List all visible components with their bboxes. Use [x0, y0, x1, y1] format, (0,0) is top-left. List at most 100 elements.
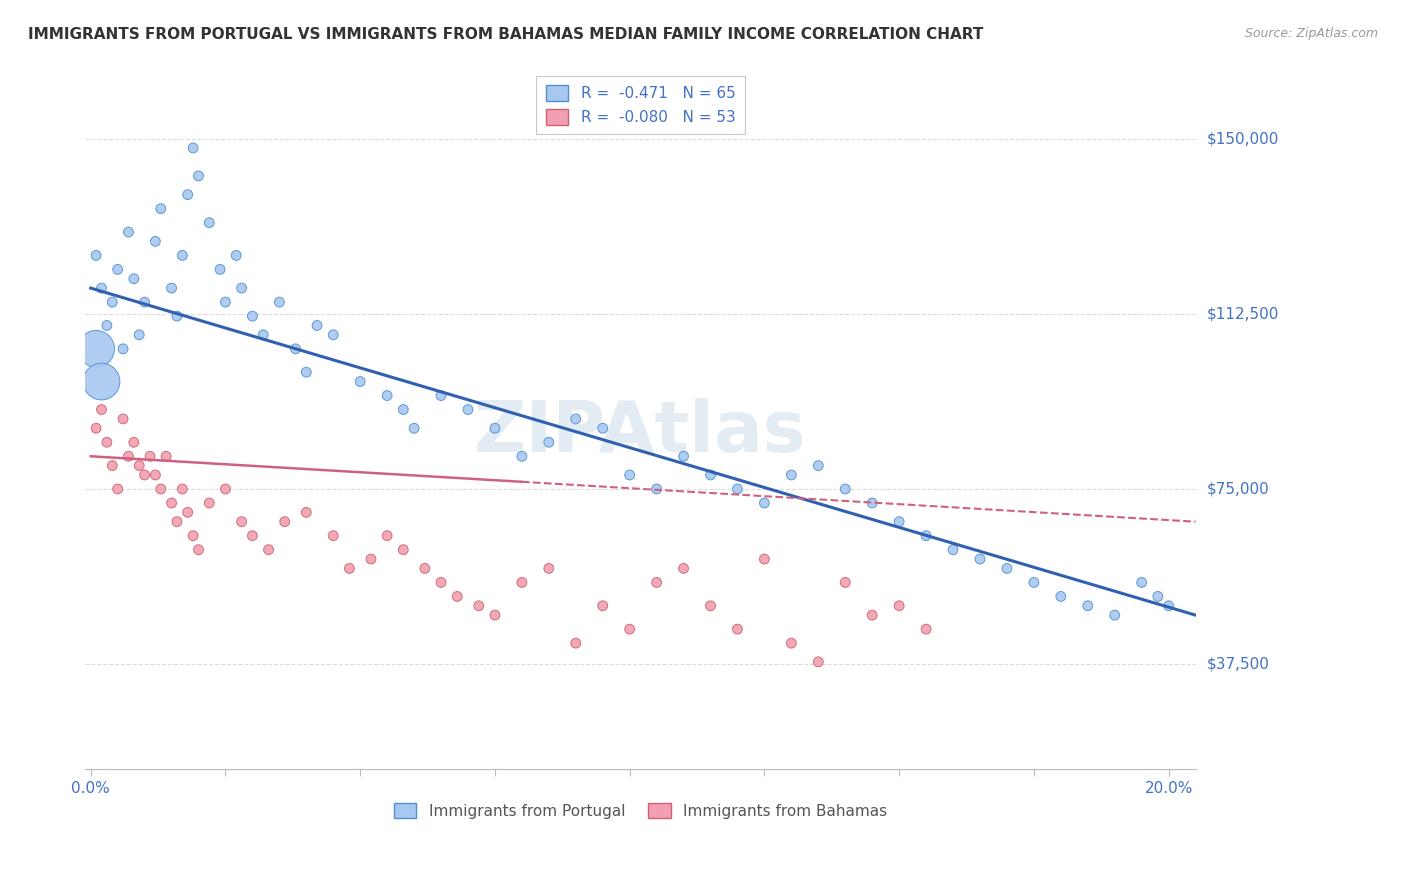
Point	[1157, 599, 1180, 613]
Point	[672, 561, 695, 575]
Point	[672, 450, 695, 464]
Point	[112, 412, 135, 426]
Point	[134, 295, 156, 310]
Point	[198, 216, 221, 230]
Point	[295, 505, 318, 519]
Text: $112,500: $112,500	[1206, 306, 1278, 321]
Point	[307, 318, 329, 333]
Point	[727, 482, 749, 496]
Point	[942, 542, 965, 557]
Point	[430, 388, 453, 402]
Point	[122, 272, 145, 286]
Point	[90, 402, 112, 417]
Point	[242, 309, 264, 323]
Point	[96, 318, 118, 333]
Point	[84, 248, 107, 262]
Point	[834, 482, 856, 496]
Point	[889, 599, 911, 613]
Point	[537, 435, 560, 450]
Point	[537, 561, 560, 575]
Point	[375, 529, 398, 543]
Point	[430, 575, 453, 590]
Point	[807, 655, 830, 669]
Point	[84, 421, 107, 435]
Text: $37,500: $37,500	[1206, 657, 1270, 672]
Point	[619, 622, 641, 636]
Point	[446, 590, 468, 604]
Point	[269, 295, 291, 310]
Point	[457, 402, 479, 417]
Point	[149, 482, 172, 496]
Point	[510, 450, 533, 464]
Point	[1146, 590, 1168, 604]
Point	[139, 450, 162, 464]
Point	[565, 636, 588, 650]
Point	[339, 561, 361, 575]
Point	[117, 450, 139, 464]
Point	[295, 365, 318, 379]
Point	[160, 496, 183, 510]
Point	[155, 450, 177, 464]
Point	[117, 225, 139, 239]
Point	[160, 281, 183, 295]
Point	[90, 375, 112, 389]
Point	[214, 295, 236, 310]
Point	[860, 496, 883, 510]
Point	[112, 342, 135, 356]
Point	[484, 421, 506, 435]
Text: Source: ZipAtlas.com: Source: ZipAtlas.com	[1244, 27, 1378, 40]
Point	[413, 561, 436, 575]
Point	[134, 467, 156, 482]
Point	[145, 467, 167, 482]
Point	[780, 467, 803, 482]
Point	[107, 262, 129, 277]
Point	[145, 235, 167, 249]
Point	[214, 482, 236, 496]
Point	[565, 412, 588, 426]
Point	[1130, 575, 1153, 590]
Text: ZIPAtlas: ZIPAtlas	[474, 399, 807, 467]
Point	[754, 552, 776, 566]
Point	[242, 529, 264, 543]
Point	[834, 575, 856, 590]
Point	[128, 327, 150, 342]
Point	[128, 458, 150, 473]
Point	[754, 496, 776, 510]
Point	[807, 458, 830, 473]
Point	[101, 458, 124, 473]
Point	[915, 529, 938, 543]
Legend: Immigrants from Portugal, Immigrants from Bahamas: Immigrants from Portugal, Immigrants fro…	[388, 797, 893, 825]
Point	[177, 505, 200, 519]
Point	[1077, 599, 1099, 613]
Point	[1050, 590, 1073, 604]
Point	[392, 402, 415, 417]
Point	[107, 482, 129, 496]
Point	[181, 529, 204, 543]
Point	[592, 421, 614, 435]
Point	[101, 295, 124, 310]
Point	[284, 342, 307, 356]
Point	[166, 515, 188, 529]
Point	[198, 496, 221, 510]
Point	[349, 375, 371, 389]
Point	[404, 421, 426, 435]
Point	[177, 187, 200, 202]
Point	[172, 482, 194, 496]
Point	[1022, 575, 1045, 590]
Point	[915, 622, 938, 636]
Point	[592, 599, 614, 613]
Point	[166, 309, 188, 323]
Point	[149, 202, 172, 216]
Point	[699, 599, 721, 613]
Point	[699, 467, 721, 482]
Point	[889, 515, 911, 529]
Point	[727, 622, 749, 636]
Point	[322, 529, 344, 543]
Point	[510, 575, 533, 590]
Point	[969, 552, 991, 566]
Point	[645, 482, 668, 496]
Point	[645, 575, 668, 590]
Point	[90, 281, 112, 295]
Text: $75,000: $75,000	[1206, 482, 1270, 497]
Point	[860, 608, 883, 623]
